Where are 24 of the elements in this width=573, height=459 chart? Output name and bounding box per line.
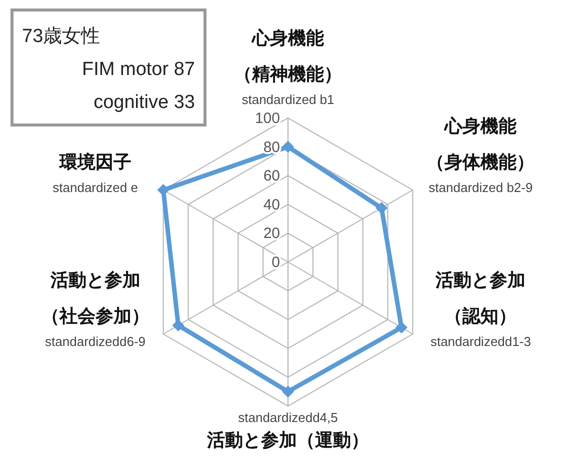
category: 活動と参加: [50, 270, 140, 290]
y-tick-label: 20: [263, 225, 280, 242]
category: （認知）: [444, 306, 517, 326]
category: standardized e: [52, 180, 138, 195]
category: standardizedd1-3: [430, 334, 531, 349]
category: 活動と参加: [436, 270, 526, 290]
category: （身体機能）: [426, 152, 535, 172]
category: standardizedd4,5: [238, 410, 338, 425]
category: 環境因子: [59, 152, 132, 172]
category: 活動と参加（運動）: [207, 430, 369, 450]
text: FIM motor 87: [82, 59, 195, 80]
category: 心身機能: [252, 28, 324, 48]
category: （精神機能）: [234, 64, 342, 84]
category: standardized b2-9: [428, 180, 533, 195]
text: cognitive 33: [94, 92, 195, 113]
text: 73歳女性: [22, 26, 100, 47]
category: standardizedd6-9: [45, 334, 146, 349]
y-tick-label: 0: [272, 254, 280, 271]
y-tick-label: 60: [263, 168, 280, 185]
category: standardized b1: [242, 92, 334, 107]
category: （社会参加）: [41, 306, 150, 326]
y-tick-label: 100: [254, 110, 280, 127]
category: 心身機能: [444, 116, 517, 136]
y-tick-label: 40: [263, 196, 280, 214]
